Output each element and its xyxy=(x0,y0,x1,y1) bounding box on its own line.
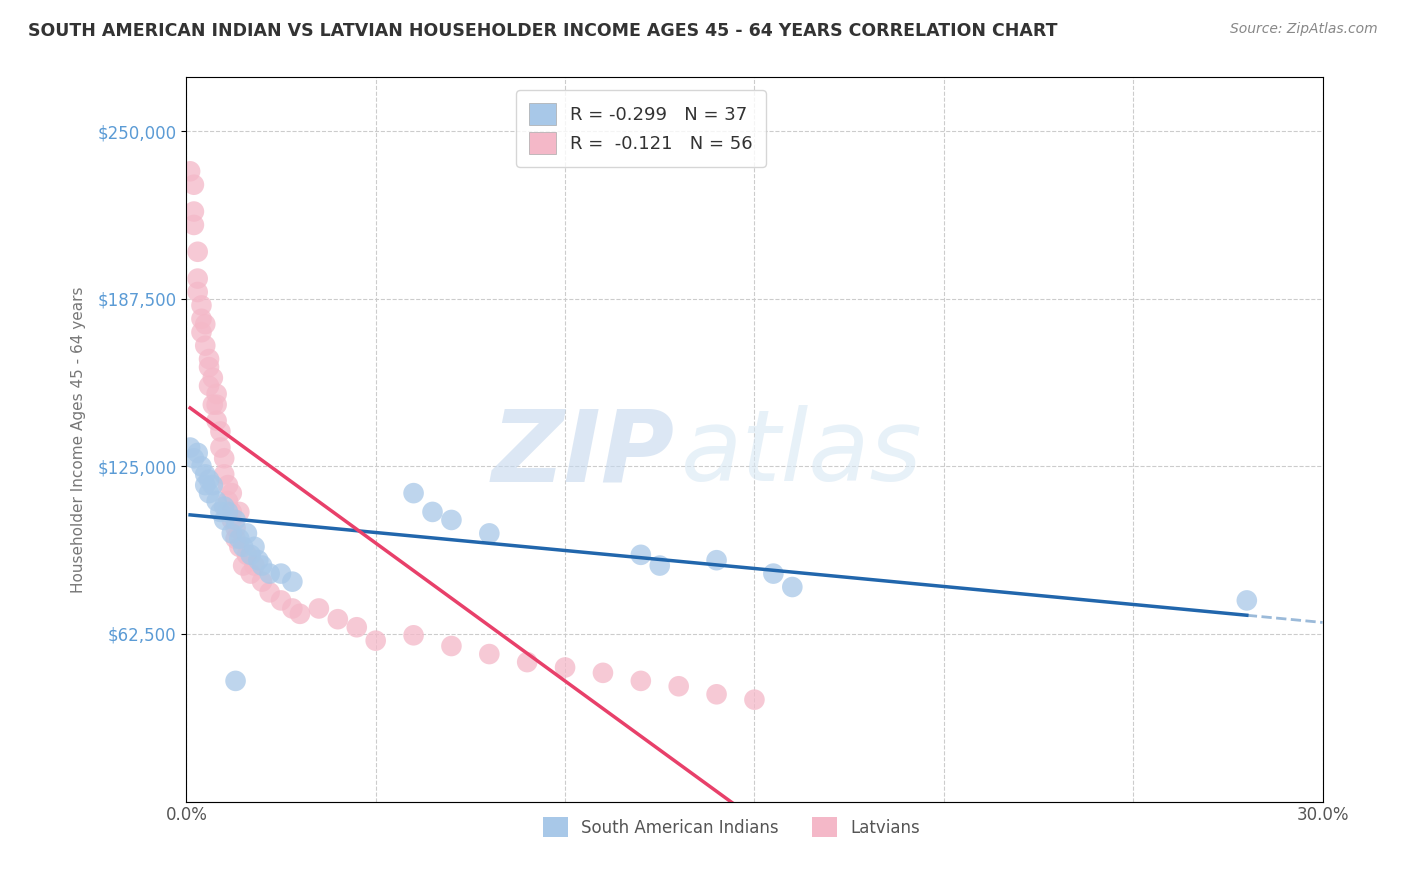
Point xyxy=(232,540,254,554)
Point xyxy=(270,593,292,607)
Point xyxy=(648,558,671,573)
Point xyxy=(402,628,425,642)
Point xyxy=(281,574,304,589)
Point xyxy=(190,459,212,474)
Point xyxy=(221,505,243,519)
Point xyxy=(183,178,205,192)
Point xyxy=(228,505,250,519)
Point xyxy=(706,687,728,701)
Point xyxy=(364,633,387,648)
Point xyxy=(217,494,239,508)
Point xyxy=(239,566,262,581)
Point xyxy=(243,540,266,554)
Point xyxy=(250,574,273,589)
Point xyxy=(179,441,201,455)
Point xyxy=(183,204,205,219)
Point xyxy=(326,612,349,626)
Point xyxy=(198,360,221,375)
Point xyxy=(630,548,652,562)
Point xyxy=(225,513,247,527)
Point xyxy=(422,505,444,519)
Point xyxy=(308,601,330,615)
Point xyxy=(217,478,239,492)
Point xyxy=(239,548,262,562)
Point xyxy=(198,352,221,367)
Point xyxy=(221,513,243,527)
Point xyxy=(217,505,239,519)
Point xyxy=(205,494,228,508)
Point xyxy=(183,451,205,466)
Text: SOUTH AMERICAN INDIAN VS LATVIAN HOUSEHOLDER INCOME AGES 45 - 64 YEARS CORRELATI: SOUTH AMERICAN INDIAN VS LATVIAN HOUSEHO… xyxy=(28,22,1057,40)
Point xyxy=(243,558,266,573)
Point xyxy=(201,478,224,492)
Legend: South American Indians, Latvians: South American Indians, Latvians xyxy=(536,810,927,844)
Point xyxy=(183,218,205,232)
Point xyxy=(259,566,281,581)
Point xyxy=(592,665,614,680)
Point xyxy=(782,580,804,594)
Point xyxy=(346,620,368,634)
Point xyxy=(236,526,259,541)
Point xyxy=(281,601,304,615)
Point xyxy=(478,647,501,661)
Point xyxy=(762,566,785,581)
Point xyxy=(190,311,212,326)
Point xyxy=(744,692,766,706)
Text: ZIP: ZIP xyxy=(492,406,675,502)
Point xyxy=(221,526,243,541)
Point xyxy=(187,285,209,299)
Point xyxy=(221,486,243,500)
Point xyxy=(190,325,212,339)
Point xyxy=(440,513,463,527)
Point xyxy=(205,398,228,412)
Point xyxy=(259,585,281,599)
Point xyxy=(212,451,235,466)
Point xyxy=(440,639,463,653)
Point xyxy=(212,513,235,527)
Point xyxy=(179,164,201,178)
Point xyxy=(228,532,250,546)
Point xyxy=(212,467,235,482)
Point xyxy=(236,548,259,562)
Point xyxy=(668,679,690,693)
Point xyxy=(225,521,247,535)
Point xyxy=(225,673,247,688)
Point xyxy=(247,553,270,567)
Point xyxy=(194,338,217,352)
Point xyxy=(187,446,209,460)
Point xyxy=(478,526,501,541)
Point xyxy=(205,414,228,428)
Point xyxy=(190,298,212,312)
Point xyxy=(402,486,425,500)
Point xyxy=(209,505,232,519)
Point xyxy=(194,317,217,331)
Point xyxy=(516,655,538,669)
Point xyxy=(288,607,311,621)
Point xyxy=(630,673,652,688)
Point xyxy=(201,371,224,385)
Point xyxy=(198,379,221,393)
Point xyxy=(194,467,217,482)
Point xyxy=(198,486,221,500)
Text: Source: ZipAtlas.com: Source: ZipAtlas.com xyxy=(1230,22,1378,37)
Point xyxy=(232,558,254,573)
Point xyxy=(270,566,292,581)
Point xyxy=(201,398,224,412)
Point xyxy=(198,473,221,487)
Point xyxy=(228,540,250,554)
Point xyxy=(554,660,576,674)
Point xyxy=(187,271,209,285)
Point xyxy=(1236,593,1258,607)
Point xyxy=(194,478,217,492)
Point xyxy=(250,558,273,573)
Text: atlas: atlas xyxy=(681,406,922,502)
Y-axis label: Householder Income Ages 45 - 64 years: Householder Income Ages 45 - 64 years xyxy=(72,286,86,593)
Point xyxy=(225,532,247,546)
Point xyxy=(209,425,232,439)
Point xyxy=(187,244,209,259)
Point xyxy=(205,387,228,401)
Point xyxy=(706,553,728,567)
Point xyxy=(212,500,235,514)
Point xyxy=(209,441,232,455)
